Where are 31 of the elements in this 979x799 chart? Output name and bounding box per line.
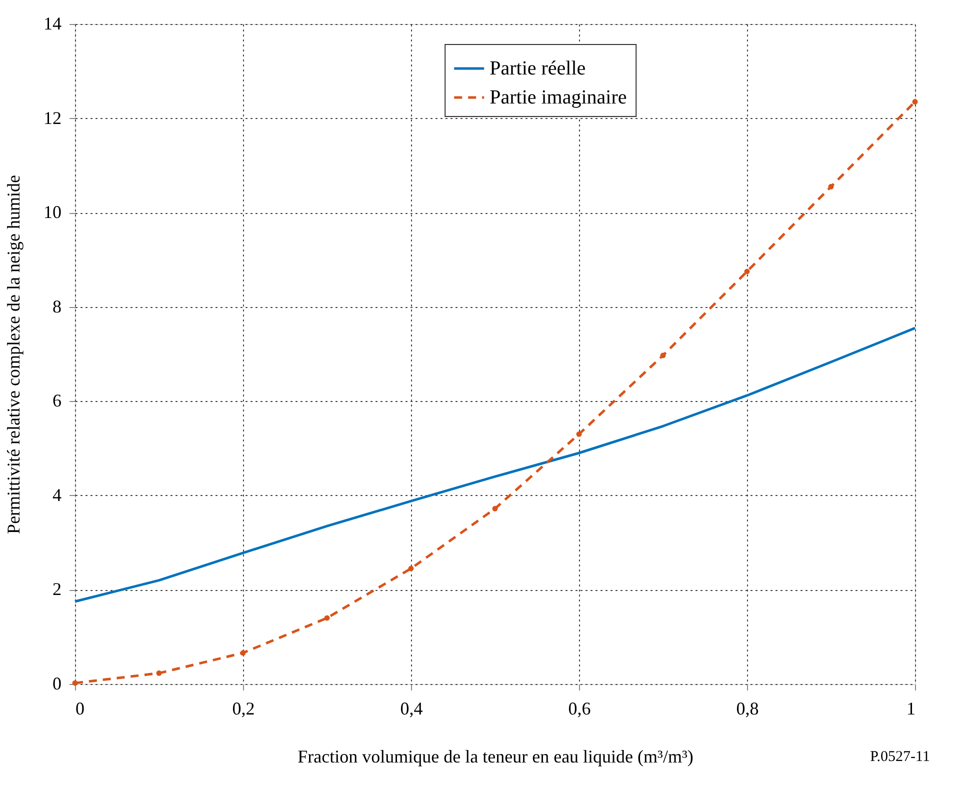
point	[492, 506, 498, 512]
x-tick-label: 0,2	[232, 698, 255, 718]
x-tick-label: 0,6	[568, 698, 591, 718]
point	[828, 184, 834, 190]
point	[240, 650, 246, 656]
y-tick-label: 14	[44, 14, 62, 34]
y-tick-label: 0	[52, 674, 62, 694]
y-tick-label: 6	[52, 390, 62, 411]
x-axis-title: Fraction volumique de la teneur en eau liquide (m³/m³)	[298, 746, 694, 766]
y-tick-label: 12	[44, 108, 62, 128]
y-axis-title: Permittivité relative complexe de la neige humide	[4, 175, 24, 534]
line-series	[74, 326, 916, 603]
point	[912, 99, 918, 105]
point	[156, 670, 162, 676]
text: P.0527-11	[870, 749, 930, 765]
point	[660, 352, 666, 358]
legend-label: Partie imaginaire	[490, 86, 627, 108]
x-tick-label: 0,4	[400, 698, 423, 718]
point	[744, 268, 750, 274]
point	[324, 615, 330, 621]
point	[72, 680, 78, 686]
point	[408, 566, 414, 572]
x-tick-label: 0,8	[736, 698, 759, 718]
legend-label: Partie réelle	[490, 58, 586, 80]
point	[576, 431, 582, 437]
x-tick-label: 0	[76, 698, 84, 718]
x-tick-label: 1	[906, 698, 916, 718]
y-tick-label: 10	[44, 202, 62, 222]
y-tick-label: 8	[52, 296, 62, 316]
y-tick-label: 2	[52, 579, 62, 600]
y-tick-label: 4	[52, 484, 62, 505]
